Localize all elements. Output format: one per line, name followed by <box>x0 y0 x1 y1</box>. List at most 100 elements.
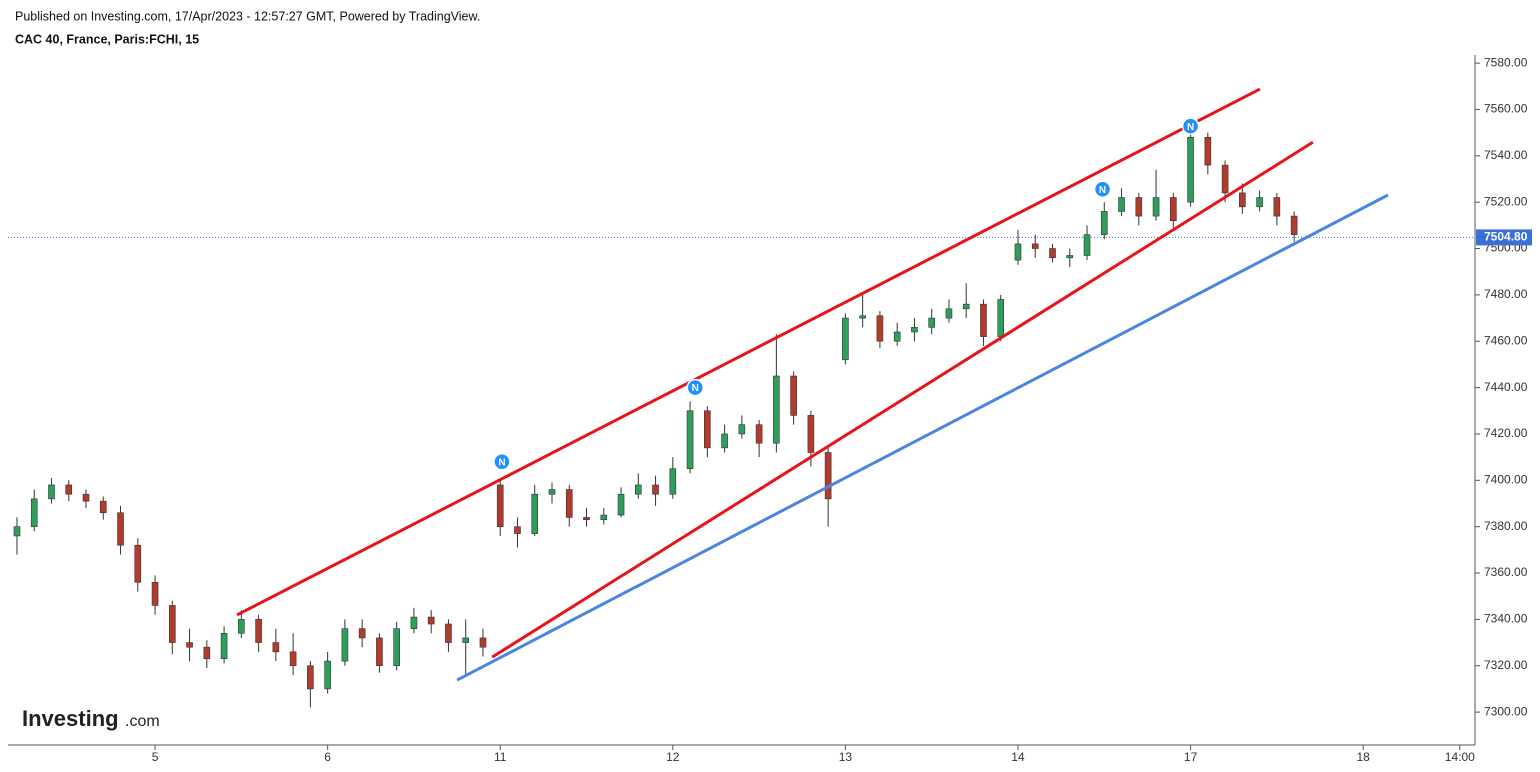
candle-body <box>238 619 245 634</box>
candle-body <box>738 424 746 435</box>
news-marker <box>1181 117 1200 135</box>
candle-body <box>652 484 659 495</box>
candle-body <box>410 616 418 629</box>
candle-body <box>1170 197 1177 222</box>
candle-body <box>980 303 987 337</box>
logo-suffix: .com <box>125 713 160 730</box>
candle-body <box>479 637 487 648</box>
news-marker <box>686 378 704 397</box>
candle-body <box>496 484 504 527</box>
candle-body <box>1083 234 1091 256</box>
candle-body <box>686 410 694 470</box>
x-tick-label: 18 <box>1356 750 1370 764</box>
candle-body <box>393 628 400 667</box>
y-tick-label: 7340.00 <box>1484 612 1528 626</box>
candle-body <box>928 317 935 328</box>
candle-body <box>1049 248 1056 259</box>
candle-body <box>1100 211 1108 235</box>
candle-body <box>1014 243 1022 261</box>
candle-body <box>376 637 383 667</box>
y-tick-label: 7300.00 <box>1484 704 1528 718</box>
trendline <box>236 87 1261 617</box>
candle-body <box>807 415 815 453</box>
candle-body <box>1031 243 1039 249</box>
y-tick-label: 7440.00 <box>1484 380 1528 394</box>
candle-body <box>548 489 556 495</box>
x-tick-label: 14 <box>1011 750 1025 764</box>
candle-body <box>445 623 452 643</box>
candle-body <box>1118 197 1125 212</box>
published-note: Published on Investing.com, 17/Apr/2023 … <box>15 9 480 23</box>
candle-body <box>13 526 21 537</box>
candle-body <box>1256 197 1263 208</box>
candle-body <box>272 642 280 653</box>
candle-body <box>617 493 625 516</box>
candle-body <box>945 308 953 319</box>
candle-body <box>48 484 55 500</box>
candle-body <box>324 660 331 690</box>
x-tick-label: 11 <box>494 750 507 764</box>
candle-body <box>1290 215 1298 235</box>
logo: Investing <box>22 706 119 731</box>
candle-body <box>600 514 608 521</box>
candle-body <box>203 646 211 660</box>
candle-body <box>1204 136 1212 166</box>
news-marker <box>1093 180 1112 198</box>
candle-body <box>911 327 918 333</box>
candle-body <box>755 424 763 444</box>
news-marker-label: N <box>1187 122 1194 133</box>
candle-body <box>151 581 159 606</box>
news-marker-label: N <box>692 383 699 394</box>
x-tick-label: 14:00 <box>1445 750 1475 764</box>
candle-body <box>997 299 1005 337</box>
candle-body <box>341 628 349 662</box>
y-tick-label: 7320.00 <box>1484 658 1528 672</box>
candle-body <box>962 303 970 310</box>
candle-body <box>721 433 728 449</box>
y-tick-label: 7380.00 <box>1484 519 1528 533</box>
last-price-label: 7504.80 <box>1484 230 1528 244</box>
news-marker-label: N <box>498 457 505 468</box>
candle-body <box>82 493 90 502</box>
x-tick-label: 5 <box>152 750 159 764</box>
candle-body <box>669 468 677 495</box>
candle-body <box>186 642 193 648</box>
candle-body <box>1221 164 1229 194</box>
x-tick-label: 13 <box>839 750 853 764</box>
candle-body <box>427 616 435 625</box>
y-tick-label: 7560.00 <box>1484 102 1528 116</box>
candle-body <box>859 315 866 319</box>
candle-body <box>289 651 297 667</box>
y-tick-label: 7360.00 <box>1484 565 1528 579</box>
candle-body <box>824 452 832 500</box>
y-tick-label: 7460.00 <box>1484 333 1528 347</box>
candle-body <box>790 375 797 416</box>
y-tick-label: 7400.00 <box>1484 472 1528 486</box>
trendline <box>491 140 1314 659</box>
y-tick-label: 7520.00 <box>1484 194 1528 208</box>
candle-body <box>1066 255 1074 259</box>
y-tick-label: 7540.00 <box>1484 148 1528 162</box>
candle-body <box>565 489 573 518</box>
candle-body <box>704 410 711 449</box>
candle-body <box>1187 136 1194 203</box>
candle-body <box>531 493 539 534</box>
candle-body <box>169 605 176 643</box>
y-tick-label: 7580.00 <box>1484 55 1528 69</box>
candle-body <box>1135 197 1143 217</box>
candle-body <box>1273 197 1281 217</box>
x-tick-label: 6 <box>324 750 331 764</box>
candle-body <box>462 637 470 643</box>
candle-body <box>134 544 142 583</box>
candle-body <box>634 484 642 495</box>
y-tick-label: 7480.00 <box>1484 287 1528 301</box>
candle-body <box>220 632 228 660</box>
candle-body <box>1152 197 1160 217</box>
candle-body <box>99 500 107 514</box>
news-marker <box>493 453 511 471</box>
candle-body <box>65 484 73 495</box>
candle-body <box>876 315 884 342</box>
x-tick-label: 12 <box>666 750 680 764</box>
